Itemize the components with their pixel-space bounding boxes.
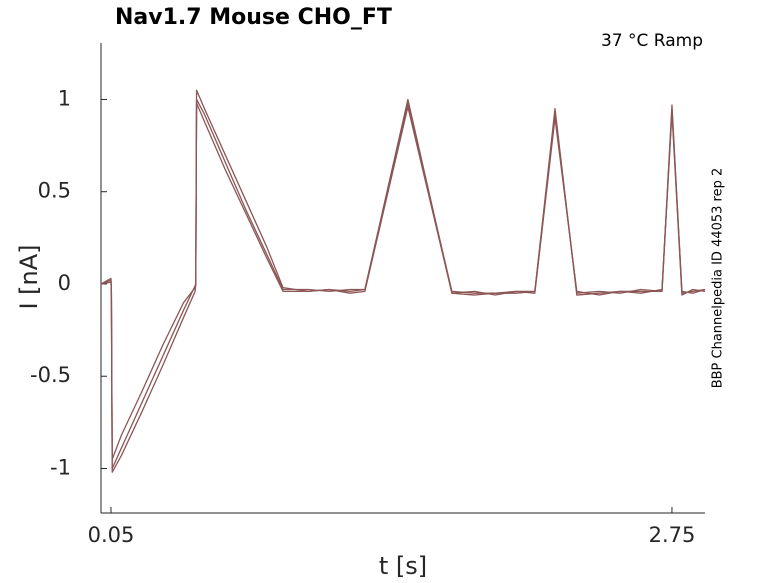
trace	[100, 102, 706, 473]
y-tick-label: 0	[58, 271, 71, 295]
trace	[100, 98, 706, 460]
y-tick-label: 0.5	[38, 179, 71, 203]
y-tick-label: 1	[58, 86, 71, 110]
y-tick-label: -0.5	[30, 363, 71, 387]
side-note: BBP Channelpedia ID 44053 rep 2	[711, 168, 726, 389]
x-tick-label: 0.05	[88, 523, 135, 547]
y-axis-label: I [nA]	[15, 244, 43, 309]
trace	[100, 89, 706, 470]
x-tick-label: 2.75	[649, 523, 696, 547]
chart-title: Nav1.7 Mouse CHO_FT	[115, 5, 392, 30]
y-tick-label: -1	[50, 455, 71, 479]
annotation: 37 °C Ramp	[601, 31, 703, 51]
x-axis-label: t [s]	[379, 552, 427, 580]
